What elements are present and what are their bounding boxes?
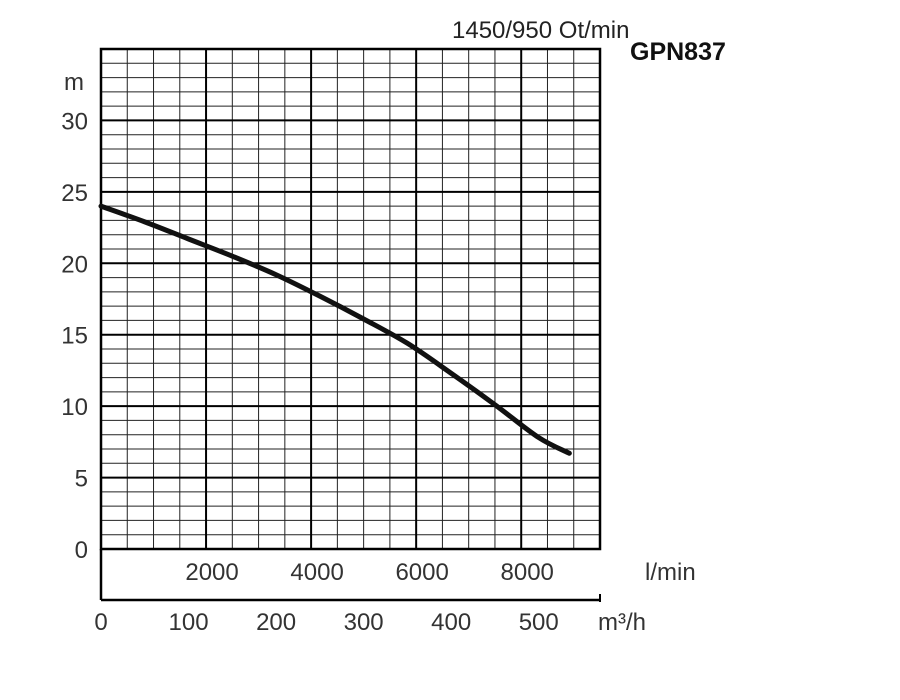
y-axis-unit-label: m xyxy=(64,69,84,96)
y-tick-label: 5 xyxy=(75,466,88,493)
series-layer xyxy=(98,203,572,456)
plot-border xyxy=(99,47,602,551)
minor-grid xyxy=(101,49,600,549)
pump-performance-curve xyxy=(98,203,572,456)
plot-frame xyxy=(99,47,602,602)
y-tick-label: 30 xyxy=(61,108,88,135)
chart-title: 1450/950 Ot/min xyxy=(452,17,629,44)
x-primary-tick-label: 2000 xyxy=(185,559,238,586)
model-label: GPN837 xyxy=(630,38,726,66)
y-tick-label: 25 xyxy=(61,180,88,207)
x-secondary-tick-label: 100 xyxy=(169,609,209,636)
y-tick-label: 10 xyxy=(61,394,88,421)
x-secondary-unit-label: m³/h xyxy=(598,609,646,636)
x-primary-unit-label: l/min xyxy=(645,559,696,586)
x-primary-tick-label: 8000 xyxy=(501,559,554,586)
x-primary-tick-label: 6000 xyxy=(395,559,448,586)
tick-labels: 0 5 10 15 20 25 30 2000 4000 6000 8000 0 100 200 300 40… xyxy=(61,108,558,636)
x-secondary-tick-label: 200 xyxy=(256,609,296,636)
x-primary-tick-label: 4000 xyxy=(290,559,343,586)
x-secondary-tick-label: 300 xyxy=(344,609,384,636)
x-secondary-tick-label: 0 xyxy=(94,609,107,636)
major-grid xyxy=(101,49,600,549)
y-tick-label: 0 xyxy=(75,537,88,564)
x-secondary-tick-label: 400 xyxy=(431,609,471,636)
y-tick-label: 15 xyxy=(61,323,88,350)
y-tick-label: 20 xyxy=(61,251,88,278)
x-secondary-tick-label: 500 xyxy=(519,609,559,636)
